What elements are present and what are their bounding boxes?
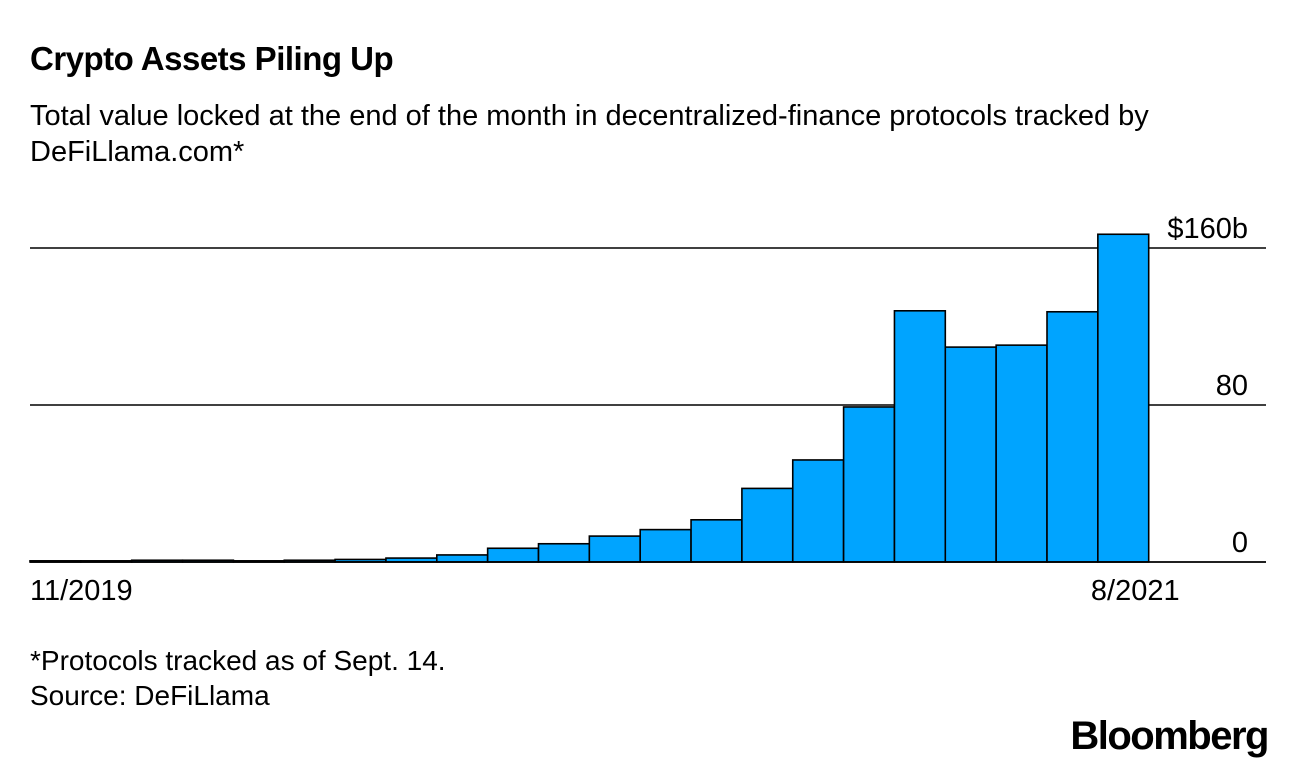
x-tick-label: 8/2021	[1091, 575, 1180, 607]
y-tick-label: 0	[1232, 527, 1248, 559]
y-tick-label: 80	[1216, 370, 1248, 402]
bar	[588, 535, 641, 563]
bar	[944, 346, 997, 563]
y-tick-label: $160b	[1167, 213, 1248, 245]
bar	[995, 344, 1048, 563]
source-note: Source: DeFiLlama	[30, 680, 270, 711]
bar	[1046, 310, 1099, 563]
chart-subtitle: Total value locked at the end of the mon…	[30, 100, 1149, 168]
bars	[29, 233, 1150, 563]
bar-chart: 0 80 $160b 11/2019 8/2021	[29, 213, 1266, 607]
chart-title: Crypto Assets Piling Up	[30, 40, 394, 77]
bar	[690, 519, 743, 563]
bloomberg-logo: Bloomberg	[1070, 714, 1269, 758]
bar	[741, 487, 794, 563]
bar	[639, 528, 692, 563]
bar	[435, 554, 489, 563]
bar	[537, 542, 591, 563]
x-tick-labels: 11/2019 8/2021	[30, 575, 1180, 607]
bar	[893, 310, 947, 563]
bar	[486, 547, 540, 563]
footnote: *Protocols tracked as of Sept. 14.	[30, 645, 446, 676]
bar	[791, 459, 845, 563]
y-tick-labels: 0 80 $160b	[1167, 213, 1248, 559]
bar	[1097, 233, 1150, 563]
bar	[842, 406, 896, 563]
x-tick-label: 11/2019	[30, 575, 133, 607]
footnote-block: *Protocols tracked as of Sept. 14. Sourc…	[30, 643, 446, 713]
